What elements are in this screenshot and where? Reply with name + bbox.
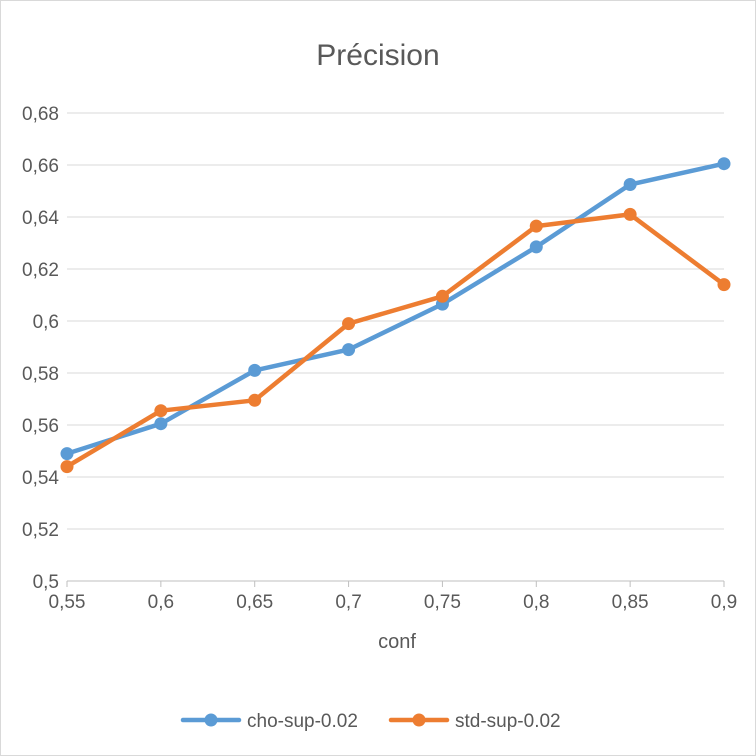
data-point bbox=[529, 219, 543, 233]
x-axis-title: conf bbox=[378, 631, 416, 653]
y-tick-label: 0,52 bbox=[22, 520, 59, 541]
data-point bbox=[623, 178, 637, 191]
data-point bbox=[60, 460, 74, 474]
legend-label: std-sup-0.02 bbox=[455, 711, 561, 732]
data-point bbox=[435, 289, 449, 303]
data-point bbox=[717, 157, 731, 171]
y-tick-label: 0,66 bbox=[22, 156, 59, 177]
data-point bbox=[342, 343, 356, 357]
data-point bbox=[248, 363, 262, 377]
chart-title: Précision bbox=[316, 39, 439, 72]
y-tick-label: 0,64 bbox=[22, 208, 59, 229]
legend: cho-sup-0.02 std-sup-0.02 bbox=[180, 711, 561, 732]
x-tick-label: 0,85 bbox=[612, 592, 649, 613]
y-tick-label: 0,6 bbox=[33, 312, 59, 333]
legend-swatch-marker bbox=[412, 713, 426, 727]
x-tick-label: 0,7 bbox=[335, 592, 361, 613]
legend-swatch-marker bbox=[204, 713, 218, 727]
y-tick-label: 0,5 bbox=[33, 572, 59, 593]
x-tick-label: 0,8 bbox=[523, 592, 549, 613]
data-point bbox=[154, 404, 168, 418]
data-point bbox=[529, 240, 543, 254]
series-line-2 bbox=[64, 212, 727, 469]
data-point bbox=[154, 417, 168, 431]
x-tick-label: 0,9 bbox=[711, 592, 737, 613]
data-point bbox=[623, 207, 637, 221]
axes: 0,5 0,52 0,54 0,56 0,58 0,6 0,62 0,64 0,66 0,68 0,… bbox=[22, 104, 737, 613]
data-point bbox=[60, 447, 74, 461]
series-line-1 bbox=[64, 161, 727, 456]
y-tick-label: 0,68 bbox=[22, 104, 59, 125]
y-tick-label: 0,56 bbox=[22, 416, 59, 437]
data-point bbox=[717, 278, 731, 292]
x-tick-label: 0,75 bbox=[424, 592, 461, 613]
data-point bbox=[342, 317, 356, 331]
y-tick-label: 0,54 bbox=[22, 468, 59, 489]
x-tick-label: 0,55 bbox=[49, 592, 86, 613]
y-tick-label: 0,58 bbox=[22, 364, 59, 385]
y-tick-label: 0,62 bbox=[22, 260, 59, 281]
series-lines bbox=[60, 157, 731, 474]
legend-label: cho-sup-0.02 bbox=[247, 711, 358, 732]
x-tick-label: 0,65 bbox=[236, 592, 273, 613]
x-tick-label: 0,6 bbox=[148, 592, 174, 613]
gridlines bbox=[67, 112, 724, 530]
data-point bbox=[248, 393, 262, 407]
